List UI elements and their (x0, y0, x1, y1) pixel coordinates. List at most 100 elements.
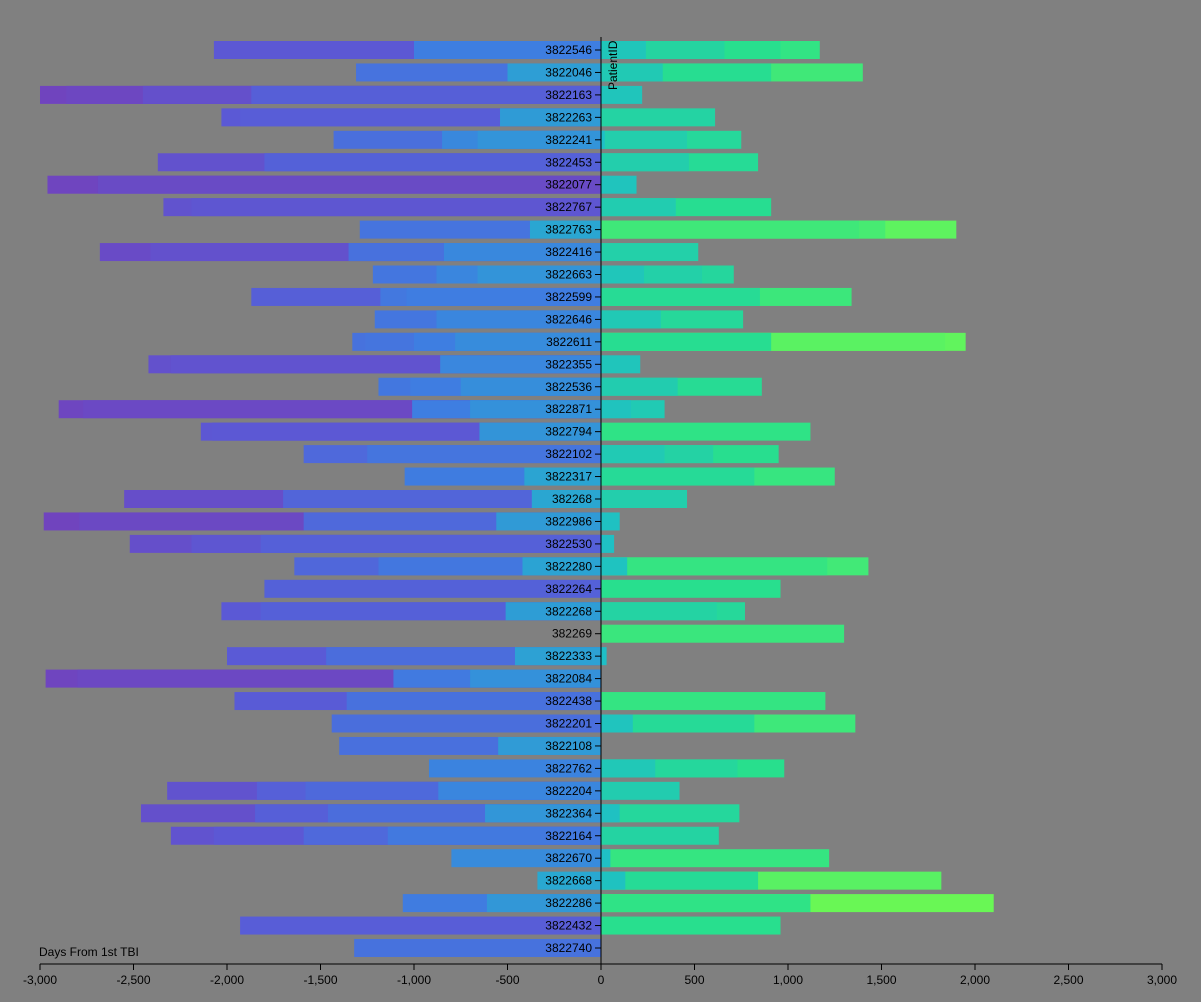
x-tick-label: 2,000 (960, 973, 990, 987)
bar-pos-3822530-0 (601, 534, 615, 553)
bar-pos-3822670-0 (601, 849, 830, 868)
x-tick-label: -2,000 (210, 973, 244, 987)
y-tick-label: 3822280 (545, 559, 592, 573)
x-tick-label: 1,000 (773, 973, 803, 987)
bar-neg-3822163-3 (251, 85, 601, 104)
bar-neg-3822241-2 (477, 130, 601, 149)
x-tick-label: -1,500 (303, 973, 337, 987)
bar-pos-3822263-0 (601, 108, 716, 127)
y-tick-label: 3822084 (545, 672, 592, 686)
y-tick-label: 3822163 (545, 88, 592, 102)
x-tick-label: 0 (598, 973, 605, 987)
y-tick-label: 3822871 (545, 402, 592, 416)
bar-neg-3822355-2 (440, 355, 601, 374)
bar-pos-3822599-1 (601, 287, 760, 306)
y-tick-label: 3822077 (545, 178, 592, 192)
bar-pos-3822286-1 (601, 894, 811, 913)
bar-neg-3822986-3 (496, 512, 601, 531)
bar-pos-3822663-2 (601, 265, 645, 284)
bar-neg-3822432-0 (240, 916, 601, 935)
bar-pos-3822646-1 (601, 310, 661, 329)
y-tick-label: 3822762 (545, 761, 592, 775)
bar-pos-3822317-1 (601, 467, 755, 486)
bar-pos-3822364-0 (601, 804, 740, 823)
bar-neg-3822280-2 (522, 557, 601, 576)
y-tick-label: 3822670 (545, 851, 592, 865)
y-axis: 3822546 3822046 3822163 3822263 3822241 38224… (545, 37, 602, 964)
y-tick-label: 3822663 (545, 268, 592, 282)
y-tick-label: 3822611 (546, 335, 592, 349)
bar-neg-3822646-1 (436, 310, 601, 329)
y-tick-label: 3822599 (545, 290, 592, 304)
x-tick-label: -2,500 (116, 973, 150, 987)
y-tick-label: 3822453 (545, 155, 592, 169)
bar-neg-3822416-3 (443, 243, 601, 262)
y-tick-label: 3822767 (545, 200, 592, 214)
y-tick-label: 3822201 (545, 717, 592, 731)
bar-pos-3822046-2 (601, 63, 663, 82)
y-tick-label: 3822546 (545, 43, 592, 57)
y-tick-label: 3822536 (545, 380, 592, 394)
y-tick-label: 3822416 (545, 245, 592, 259)
bar-pos-3822668-2 (601, 871, 626, 890)
bar-pos-3822416-0 (601, 243, 699, 262)
bar-neg-3822794-2 (479, 422, 601, 441)
bar-neg-3822263-2 (500, 108, 601, 127)
bar-neg-3822762-0 (428, 759, 601, 778)
bar-neg-3822599-2 (406, 287, 601, 306)
y-axis-label: PatientID (606, 40, 620, 90)
bar-pos-3822453-1 (601, 153, 689, 172)
bar-pos-3822268-1 (601, 602, 717, 621)
bar-neg-3822268-2 (505, 602, 601, 621)
y-tick-label: 3822986 (545, 514, 592, 528)
bar-pos-3822767-1 (601, 198, 676, 217)
bar-pos-3822438-0 (601, 692, 826, 711)
bar-neg-3822264-0 (264, 579, 601, 598)
y-tick-label: 382268 (552, 492, 592, 506)
bar-neg-3822740-0 (354, 939, 601, 957)
positive-bars-layer (601, 41, 994, 935)
bar-neg-3822108-1 (498, 736, 601, 755)
y-tick-label: 3822263 (545, 110, 592, 124)
bar-pos-3822333-0 (601, 647, 607, 666)
bar-pos-3822264-0 (601, 579, 781, 598)
bar-neg-3822317-1 (524, 467, 601, 486)
bar-pos-3822241-2 (601, 130, 605, 149)
bar-pos-3822201-1 (601, 714, 755, 733)
y-tick-label: 3822108 (545, 739, 592, 753)
bar-pos-3822077-0 (601, 175, 637, 194)
y-tick-label: 3822164 (545, 829, 592, 843)
bar-neg-382268-1 (283, 490, 601, 508)
bar-pos-3822670-1 (601, 849, 611, 868)
y-tick-label: 3822268 (545, 604, 592, 618)
bar-neg-382268-2 (531, 490, 601, 508)
bar-pos-3822763-2 (601, 220, 860, 239)
bar-pos-3822794-0 (601, 422, 811, 441)
bar-pos-3822762-2 (601, 759, 656, 778)
bar-neg-3822286-1 (486, 894, 601, 913)
bar-neg-3822546-1 (414, 41, 601, 59)
bar-neg-3822670-0 (451, 849, 601, 868)
bar-neg-3822077-1 (97, 175, 601, 194)
bar-neg-3822333-2 (514, 647, 601, 666)
y-tick-label: 3822432 (545, 919, 592, 933)
y-tick-label: 3822317 (545, 470, 592, 484)
y-tick-label: 3822264 (545, 582, 592, 596)
bar-pos-382268-0 (601, 490, 688, 508)
bar-neg-3822204-3 (438, 781, 601, 800)
bar-neg-3822611-3 (455, 332, 601, 351)
bar-pos-3822163-0 (601, 85, 643, 104)
y-tick-label: 3822241 (545, 133, 592, 147)
bar-pos-3822871-1 (601, 400, 631, 419)
bar-pos-3822546-3 (601, 41, 646, 59)
x-tick-label: 3,000 (1147, 973, 1177, 987)
bar-neg-3822536-2 (460, 377, 601, 396)
y-tick-label: 3822794 (545, 425, 592, 439)
bar-neg-3822668-0 (537, 871, 601, 890)
y-tick-label: 3822740 (545, 941, 592, 955)
y-tick-label: 3822668 (545, 874, 592, 888)
bar-pos-3822102-2 (601, 445, 665, 464)
bar-neg-3822201-0 (331, 714, 601, 733)
bar-neg-3822084-3 (470, 669, 601, 688)
bar-pos-3822204-0 (601, 781, 680, 800)
